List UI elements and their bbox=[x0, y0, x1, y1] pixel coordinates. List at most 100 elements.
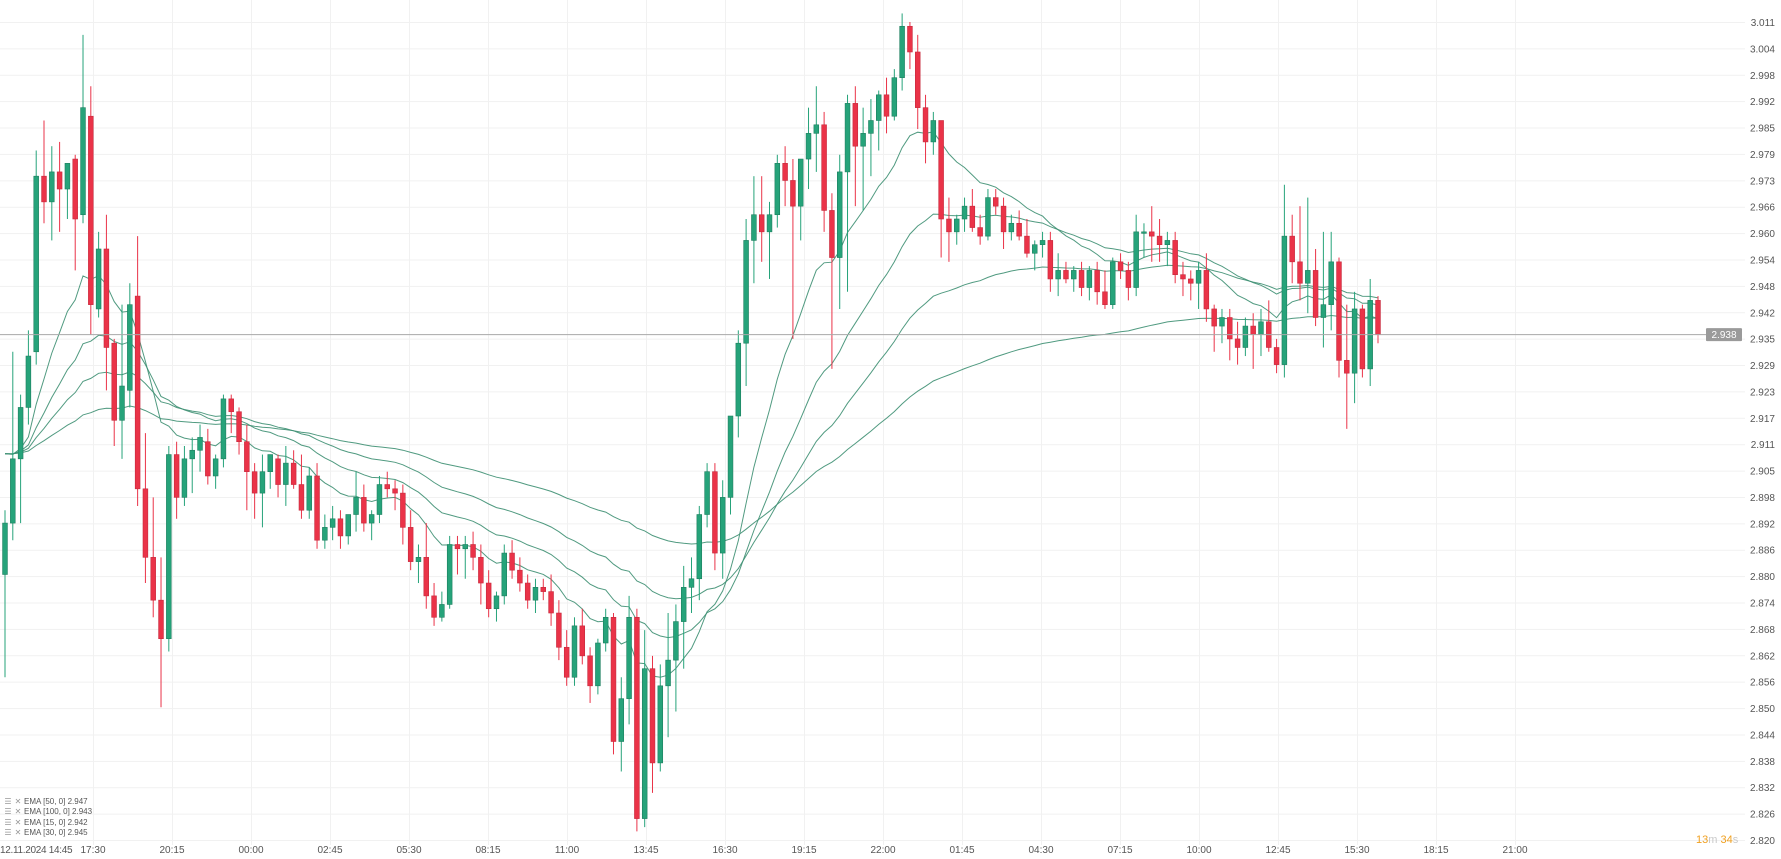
candle-body bbox=[236, 411, 242, 443]
candle-body bbox=[56, 171, 63, 190]
candle-body bbox=[251, 471, 258, 494]
y-tick-label: 2.886 bbox=[1750, 546, 1775, 557]
candle-down bbox=[610, 613, 617, 755]
candle-down bbox=[431, 583, 437, 626]
candle-body bbox=[595, 642, 601, 687]
candle-body bbox=[306, 475, 312, 511]
candle-body bbox=[1016, 222, 1022, 237]
candle-body bbox=[766, 214, 773, 233]
legend-item[interactable]: ☰ ✕ EMA [100, 0] 2.943 bbox=[4, 807, 92, 817]
candle-body bbox=[735, 342, 742, 417]
candle-body bbox=[1032, 244, 1038, 254]
candle-up bbox=[1086, 266, 1093, 301]
candle-up bbox=[696, 505, 703, 601]
candle-body bbox=[907, 25, 913, 53]
candle-body bbox=[618, 698, 625, 742]
y-tick-label: 2.973 bbox=[1750, 176, 1775, 187]
candle-down bbox=[517, 557, 523, 592]
candle-body bbox=[1195, 270, 1202, 284]
close-icon[interactable]: ✕ bbox=[14, 828, 22, 838]
candle-body bbox=[556, 612, 562, 648]
timer-minutes: 13 bbox=[1696, 834, 1709, 846]
candle-body bbox=[509, 552, 515, 571]
y-tick-label: 2.880 bbox=[1750, 572, 1775, 583]
candle-down bbox=[579, 608, 586, 665]
candle-up bbox=[1032, 240, 1038, 271]
candle-up bbox=[1219, 308, 1225, 344]
candle-up bbox=[166, 445, 172, 652]
candle-down bbox=[400, 484, 406, 545]
candle-body bbox=[868, 120, 874, 134]
candle-body bbox=[641, 668, 648, 819]
menu-icon[interactable]: ☰ bbox=[4, 797, 12, 806]
menu-icon[interactable]: ☰ bbox=[4, 817, 12, 827]
legend-item[interactable]: ☰ ✕ EMA [15, 0] 2.942 bbox=[4, 818, 92, 828]
candle-body bbox=[1102, 291, 1108, 305]
candle-body bbox=[431, 595, 437, 618]
candle-down bbox=[244, 424, 250, 511]
ema-lines bbox=[4, 131, 1379, 678]
y-tick-label: 2.826 bbox=[1750, 810, 1775, 821]
candle-body bbox=[142, 488, 149, 558]
candle-down bbox=[993, 189, 999, 215]
candle-body bbox=[134, 295, 141, 490]
grid bbox=[0, 0, 1745, 845]
candle-up bbox=[673, 604, 679, 712]
candle-down bbox=[977, 214, 983, 245]
candle-body bbox=[1297, 261, 1303, 284]
candles bbox=[2, 13, 1381, 832]
legend-item[interactable]: ☰ ✕ EMA [50, 0] 2.947 bbox=[4, 797, 92, 807]
candle-body bbox=[915, 51, 921, 108]
candle-body bbox=[275, 458, 281, 485]
current-price-label: 2.938 bbox=[1711, 330, 1736, 341]
candle-body bbox=[1312, 270, 1319, 318]
candle-body bbox=[197, 437, 203, 451]
candle-body bbox=[712, 471, 718, 554]
close-icon[interactable]: ✕ bbox=[14, 817, 22, 827]
candle-up bbox=[33, 150, 39, 365]
candle-up bbox=[127, 283, 133, 408]
candle-body bbox=[985, 197, 991, 237]
candle-body bbox=[844, 103, 851, 173]
candle-down bbox=[1266, 300, 1272, 352]
candle-down bbox=[587, 647, 593, 703]
candle-down bbox=[1359, 304, 1366, 378]
candle-body bbox=[49, 171, 55, 203]
candle-down bbox=[1250, 313, 1256, 369]
menu-icon[interactable]: ☰ bbox=[4, 828, 12, 838]
candle-body bbox=[501, 552, 507, 597]
timer-minutes-unit: m bbox=[1708, 834, 1718, 846]
candle-body bbox=[290, 462, 297, 485]
candle-down bbox=[922, 94, 929, 164]
legend-item[interactable]: ☰ ✕ EMA [30, 0] 2.945 bbox=[4, 828, 92, 838]
candle-up bbox=[1258, 308, 1264, 357]
candle-down bbox=[384, 471, 390, 498]
candle-up bbox=[985, 189, 991, 241]
candle-body bbox=[634, 616, 640, 819]
candle-body bbox=[1141, 231, 1147, 234]
candle-up bbox=[80, 34, 86, 224]
candle-body bbox=[1328, 261, 1334, 305]
close-icon[interactable]: ✕ bbox=[14, 797, 22, 806]
x-tick-label: 16:30 bbox=[712, 845, 737, 856]
candle-down bbox=[1336, 257, 1342, 378]
candle-body bbox=[883, 94, 890, 117]
menu-icon[interactable]: ☰ bbox=[4, 807, 12, 817]
candle-body bbox=[392, 488, 398, 494]
y-axis: 3.011 3.004 2.998 2.992 2.985 2.979 2.973 2.966… bbox=[1750, 18, 1775, 847]
candle-body bbox=[298, 484, 305, 511]
candle-down bbox=[634, 608, 640, 832]
candle-down bbox=[1063, 261, 1069, 284]
candle-body bbox=[696, 514, 703, 580]
candle-up bbox=[961, 197, 968, 232]
candle-up bbox=[1328, 231, 1334, 331]
candle-body bbox=[111, 342, 117, 421]
close-icon[interactable]: ✕ bbox=[14, 807, 22, 817]
candle-body bbox=[384, 484, 390, 490]
candle-body bbox=[524, 582, 531, 601]
candle-up bbox=[774, 154, 781, 228]
candle-up bbox=[1351, 291, 1358, 404]
candle-up bbox=[306, 467, 312, 519]
candle-body bbox=[454, 544, 461, 550]
